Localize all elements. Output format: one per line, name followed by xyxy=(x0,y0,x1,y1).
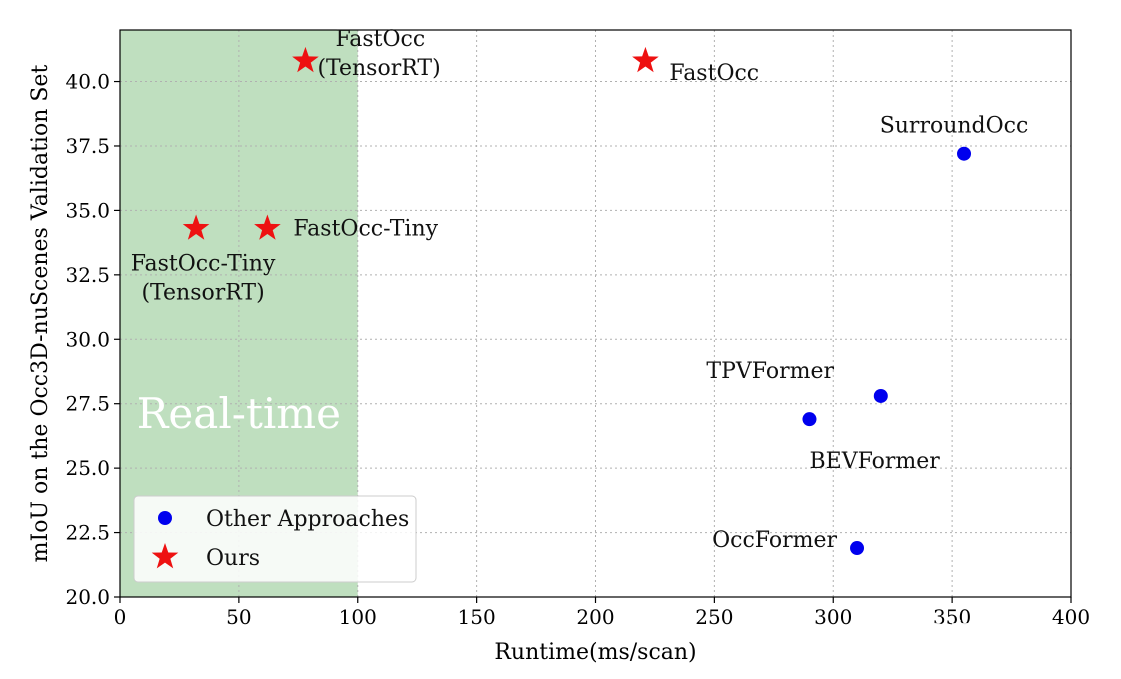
x-tick-label: 350 xyxy=(933,605,971,629)
point-label-line2: (TensorRT) xyxy=(141,280,264,305)
x-tick-label: 50 xyxy=(226,605,251,629)
x-tick-label: 100 xyxy=(339,605,377,629)
star-marker xyxy=(182,214,210,240)
watermark-text: 知乎 @自动驾驶之心 xyxy=(868,618,1092,646)
point-label: FastOcc-Tiny xyxy=(131,251,276,276)
y-tick-label: 20.0 xyxy=(65,585,110,609)
y-tick-label: 37.5 xyxy=(65,134,110,158)
legend-circle-icon xyxy=(158,511,172,525)
circle-marker xyxy=(850,541,865,556)
point-label: TPVFormer xyxy=(706,359,834,384)
x-tick-label: 200 xyxy=(576,605,614,629)
legend-label: Other Approaches xyxy=(206,507,409,532)
point-label: OccFormer xyxy=(712,528,837,553)
y-axis-title: mIoU on the Occ3D-nuScenes Validation Se… xyxy=(28,65,53,563)
grid-lines xyxy=(120,30,1071,597)
data-markers xyxy=(182,46,972,556)
x-tick-label: 400 xyxy=(1052,605,1090,629)
y-tick-label: 22.5 xyxy=(65,521,110,545)
x-axis-title: Runtime(ms/scan) xyxy=(494,640,696,665)
point-label: FastOcc-Tiny xyxy=(293,216,438,241)
y-tick-label: 25.0 xyxy=(65,456,110,480)
star-marker xyxy=(292,46,319,73)
point-label: SurroundOcc xyxy=(880,114,1029,139)
circle-marker xyxy=(957,146,972,161)
point-labels: SurroundOcc TPVFormer BEVFormer OccFormer Fa… xyxy=(131,27,1029,553)
x-tick-label: 0 xyxy=(114,605,127,629)
legend-box xyxy=(133,495,417,583)
axis-ticks: 0 50 100 150 200 250 300 350 400 20.0 22.5 25.0 27.5… xyxy=(65,70,1090,629)
realtime-region-label: Real-time xyxy=(137,389,341,438)
legend-star-icon xyxy=(151,543,179,569)
y-tick-label: 32.5 xyxy=(65,263,110,287)
point-label: FastOcc xyxy=(669,61,759,86)
star-marker xyxy=(254,214,281,240)
legend-label: Ours xyxy=(206,546,260,571)
y-tick-label: 30.0 xyxy=(65,327,110,351)
legend: Other Approaches Ours xyxy=(133,495,417,583)
y-tick-label: 35.0 xyxy=(65,198,110,222)
point-label: BEVFormer xyxy=(809,449,940,474)
y-tick-label: 27.5 xyxy=(65,392,110,416)
point-label: FastOcc xyxy=(335,27,425,52)
star-marker xyxy=(632,46,659,73)
circle-marker xyxy=(802,412,817,427)
x-tick-label: 150 xyxy=(458,605,496,629)
x-tick-label: 250 xyxy=(695,605,733,629)
x-tick-label: 300 xyxy=(814,605,852,629)
point-label-line2: (TensorRT) xyxy=(317,56,440,81)
y-tick-label: 40.0 xyxy=(65,70,110,94)
circle-marker xyxy=(873,388,888,403)
